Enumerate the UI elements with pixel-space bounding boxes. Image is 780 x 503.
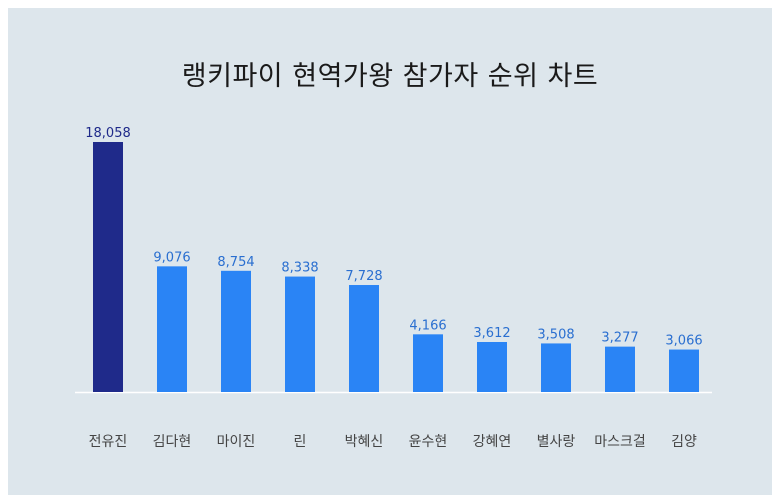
bar-value-label-8: 3,277 xyxy=(601,331,638,346)
category-label-5: 윤수현 xyxy=(409,434,448,450)
category-label-4: 박혜신 xyxy=(345,434,384,450)
bar-value-label-4: 7,728 xyxy=(345,269,382,284)
bar-8 xyxy=(605,346,635,392)
bar-value-label-9: 3,066 xyxy=(665,334,702,349)
category-label-0: 전유진 xyxy=(89,434,128,450)
bar-2 xyxy=(221,270,251,392)
bar-1 xyxy=(157,266,187,392)
bar-9 xyxy=(669,349,699,392)
category-label-9: 김양 xyxy=(671,434,697,450)
category-label-2: 마이진 xyxy=(217,434,256,450)
bar-0 xyxy=(93,142,123,392)
chart-title: 랭키파이 현역가왕 참가자 순위 차트 xyxy=(181,61,599,92)
category-label-8: 마스크걸 xyxy=(594,434,646,450)
bar-chart: 18,058 전유진 9,076 김다현 8,754 마이진 8,338 린 7,728 박혜신 4… xyxy=(75,126,712,450)
category-label-7: 별사랑 xyxy=(537,434,576,450)
chart-card: 랭키파이 현역가왕 참가자 순위 차트 18,058 전유진 9,076 김다현 8,7… xyxy=(8,8,772,495)
category-label-3: 린 xyxy=(294,434,307,450)
bar-4 xyxy=(349,285,379,392)
bar-value-label-2: 8,754 xyxy=(217,255,254,270)
bar-value-label-0: 18,058 xyxy=(85,126,131,141)
bar-value-label-3: 8,338 xyxy=(281,261,318,276)
bar-value-label-1: 9,076 xyxy=(153,250,190,265)
bar-6 xyxy=(477,341,507,392)
bar-7 xyxy=(541,343,571,392)
category-label-6: 강혜연 xyxy=(473,434,512,450)
bar-value-label-5: 4,166 xyxy=(409,318,446,333)
bar-3 xyxy=(285,276,315,392)
category-label-1: 김다현 xyxy=(153,434,192,450)
bar-5 xyxy=(413,334,443,392)
bar-value-label-6: 3,612 xyxy=(473,326,510,341)
bar-value-label-7: 3,508 xyxy=(537,327,574,342)
